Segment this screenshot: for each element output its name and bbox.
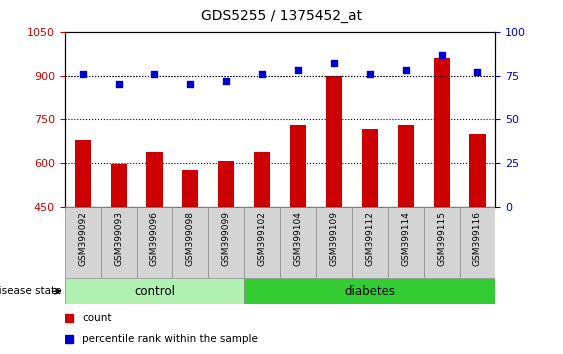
Text: control: control — [134, 285, 175, 298]
Bar — [244, 278, 495, 304]
Bar — [397, 125, 414, 207]
Bar — [316, 207, 352, 278]
Point — [78, 71, 87, 77]
Text: GSM399092: GSM399092 — [78, 211, 87, 266]
Text: GSM399115: GSM399115 — [437, 211, 446, 266]
Bar — [424, 207, 459, 278]
Bar — [101, 207, 137, 278]
Text: percentile rank within the sample: percentile rank within the sample — [82, 334, 258, 344]
Point — [186, 81, 195, 87]
Point — [437, 52, 446, 57]
Bar — [137, 207, 172, 278]
Text: diabetes: diabetes — [345, 285, 395, 298]
Text: GSM399104: GSM399104 — [293, 211, 302, 266]
Bar — [254, 152, 270, 207]
Text: GSM399114: GSM399114 — [401, 211, 410, 266]
Bar — [65, 207, 101, 278]
Bar — [75, 140, 91, 207]
Text: GSM399099: GSM399099 — [222, 211, 231, 266]
Text: count: count — [82, 313, 111, 323]
Point — [401, 68, 410, 73]
Text: disease state: disease state — [0, 286, 62, 296]
Bar — [208, 207, 244, 278]
Text: GSM399102: GSM399102 — [258, 211, 267, 266]
Text: GSM399093: GSM399093 — [114, 211, 123, 266]
Bar — [146, 152, 163, 207]
Bar — [244, 207, 280, 278]
Bar — [290, 125, 306, 207]
Point — [293, 68, 302, 73]
Bar — [110, 164, 127, 207]
Text: GSM399098: GSM399098 — [186, 211, 195, 266]
Text: GSM399116: GSM399116 — [473, 211, 482, 266]
Bar — [172, 207, 208, 278]
Bar — [352, 207, 388, 278]
Bar — [362, 129, 378, 207]
Bar — [326, 76, 342, 207]
Text: GSM399112: GSM399112 — [365, 211, 374, 266]
Point — [222, 78, 231, 84]
Bar — [459, 207, 495, 278]
Point — [365, 71, 374, 77]
Point — [473, 69, 482, 75]
Bar — [434, 58, 450, 207]
Bar — [280, 207, 316, 278]
Text: GSM399096: GSM399096 — [150, 211, 159, 266]
Bar — [470, 134, 485, 207]
Point — [114, 81, 123, 87]
Point — [329, 61, 338, 66]
Point — [150, 71, 159, 77]
Bar — [388, 207, 424, 278]
Point — [258, 71, 267, 77]
Text: GSM399109: GSM399109 — [329, 211, 338, 266]
Text: GDS5255 / 1375452_at: GDS5255 / 1375452_at — [201, 9, 362, 23]
Bar — [182, 170, 198, 207]
Bar — [65, 278, 244, 304]
Bar — [218, 161, 234, 207]
